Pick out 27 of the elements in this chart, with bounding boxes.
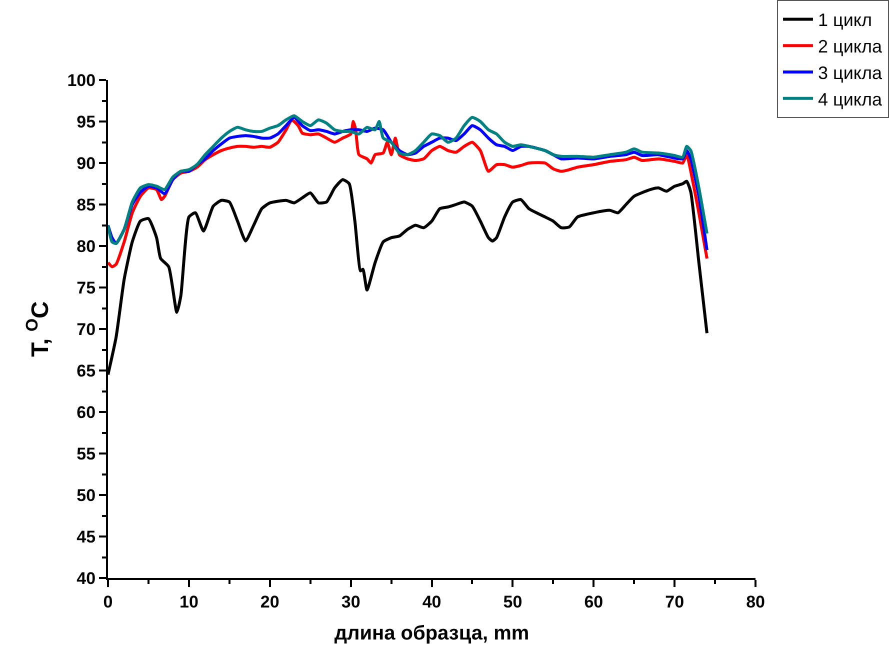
x-tick-label: 70 (665, 592, 684, 612)
y-tick-label: 85 (76, 195, 96, 214)
y-tick-label: 55 (76, 444, 96, 464)
y-tick-label: 45 (76, 527, 96, 546)
y-tick-label: 40 (76, 568, 96, 588)
x-tick-label: 10 (179, 592, 198, 612)
y-tick-label: 80 (76, 236, 96, 256)
y-tick-label: 95 (76, 112, 96, 132)
y-tick-label: 70 (76, 320, 96, 339)
y-tick-label: 90 (76, 154, 96, 173)
legend-label: 1 цикл (818, 10, 872, 30)
x-axis-title: длина образца, mm (334, 622, 530, 644)
y-tick-label: 60 (76, 402, 96, 422)
x-tick-label: 0 (103, 592, 113, 612)
y-tick-label: 65 (76, 361, 96, 380)
x-tick-label: 80 (746, 592, 765, 612)
x-tick-label: 40 (422, 592, 442, 612)
y-tick-label: 75 (76, 278, 96, 298)
legend-label: 4 цикла (818, 89, 883, 110)
y-tick-label: 100 (67, 70, 96, 90)
x-tick-label: 30 (341, 592, 360, 612)
legend-label: 3 цикла (818, 63, 883, 84)
legend-label: 2 цикла (818, 36, 883, 57)
x-tick-label: 50 (503, 592, 522, 612)
x-tick-label: 20 (260, 592, 280, 612)
y-tick-label: 50 (76, 486, 96, 505)
x-tick-label: 60 (584, 592, 604, 612)
